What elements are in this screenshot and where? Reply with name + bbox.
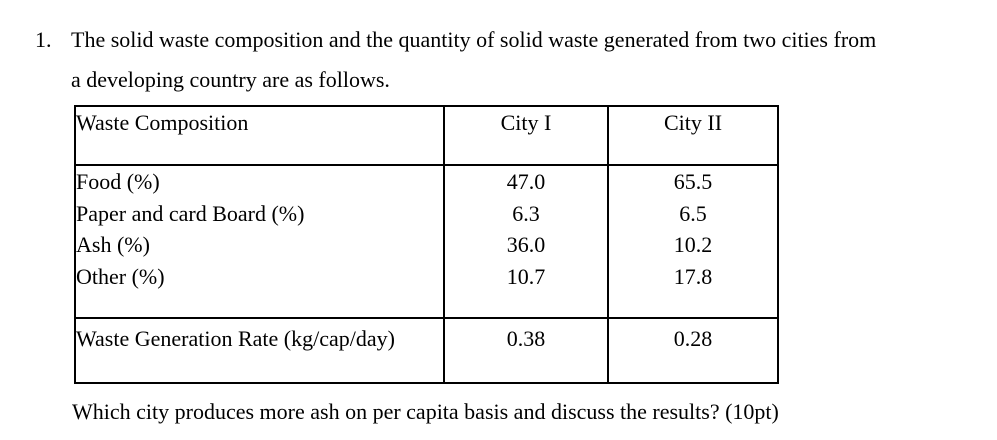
header-city1: City I <box>443 105 609 166</box>
final-question-text: Which city produces more ash on per capi… <box>72 399 779 424</box>
table-footer-row: Waste Generation Rate (kg/cap/day) 0.38 … <box>74 317 779 384</box>
city1-values-cell: 47.0 6.3 36.0 10.7 <box>443 164 609 319</box>
header-city2: City II <box>607 105 779 166</box>
city1-ash-value: 36.0 <box>506 232 546 257</box>
row-label-ash: Ash (%) <box>76 232 150 257</box>
city1-food-value: 47.0 <box>506 169 546 194</box>
generation-rate-label: Waste Generation Rate (kg/cap/day) <box>74 317 445 384</box>
table-header-row: Waste Composition City I City II <box>74 105 779 166</box>
row-label-food: Food (%) <box>76 169 160 194</box>
city2-other-value: 17.8 <box>673 263 713 289</box>
table-body-row: Food (%) Paper and card Board (%) Ash (%… <box>74 164 779 319</box>
generation-rate-city1: 0.38 <box>443 317 609 384</box>
city2-ash-value: 10.2 <box>673 232 713 257</box>
city1-other-value: 10.7 <box>506 263 546 289</box>
question-text-line2: a developing country are as follows. <box>71 67 390 92</box>
row-label-paper: Paper and card Board (%) <box>76 200 305 226</box>
question-text-line1: The solid waste composition and the quan… <box>71 27 877 52</box>
question-text: The solid waste composition and the quan… <box>71 20 876 100</box>
row-label-other: Other (%) <box>76 263 165 289</box>
city2-values-cell: 65.5 6.5 10.2 17.8 <box>607 164 779 319</box>
question-number: 1. <box>35 27 52 52</box>
header-waste-composition: Waste Composition <box>74 105 445 166</box>
composition-labels-cell: Food (%) Paper and card Board (%) Ash (%… <box>74 164 445 319</box>
city2-food-value: 65.5 <box>673 169 713 194</box>
city1-paper-value: 6.3 <box>512 200 540 226</box>
city2-paper-value: 6.5 <box>679 200 707 226</box>
waste-composition-table: Waste Composition City I City II Food (%… <box>74 105 779 384</box>
generation-rate-city2: 0.28 <box>607 317 779 384</box>
